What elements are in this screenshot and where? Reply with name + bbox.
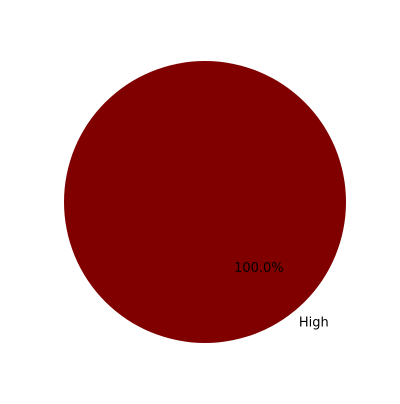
pie-slice-percent-label: 100.0% bbox=[234, 261, 284, 276]
pie-slice-category-label: High bbox=[299, 316, 329, 331]
pie-slice-high bbox=[64, 61, 346, 343]
